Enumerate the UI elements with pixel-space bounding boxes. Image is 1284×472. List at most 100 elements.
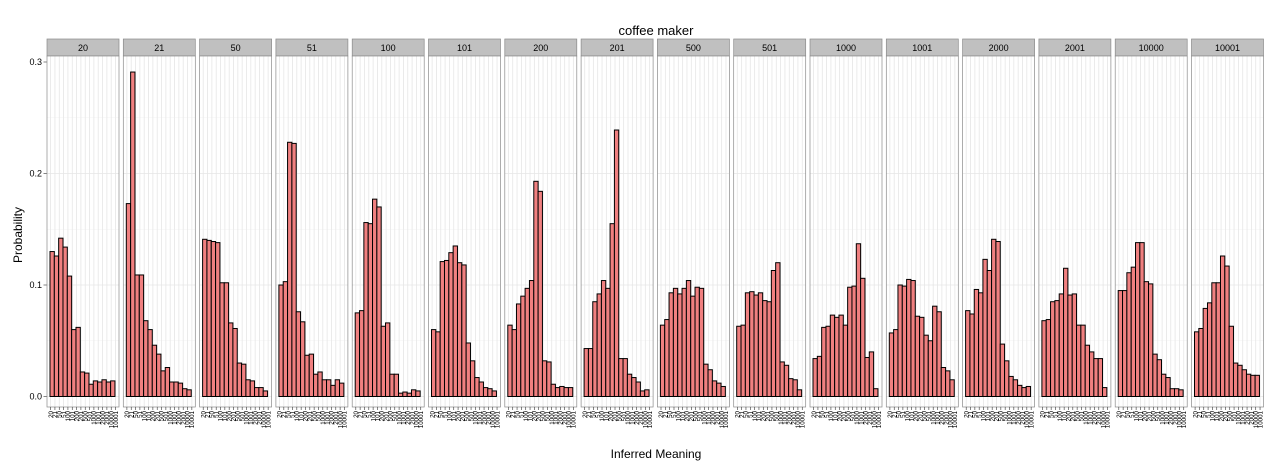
x-tick-label: 500 — [693, 410, 700, 421]
bar — [991, 238, 997, 397]
bar — [923, 334, 929, 397]
bar — [860, 277, 866, 397]
bar — [847, 286, 853, 398]
bar — [1232, 362, 1239, 397]
bar — [491, 390, 497, 397]
x-tick-label: 2001 — [333, 410, 340, 424]
x-tick-label: 100 — [828, 410, 835, 421]
bar — [53, 255, 60, 398]
x-tick-label: 101 — [146, 410, 153, 421]
x-tick-label: 101 — [375, 410, 382, 421]
bar — [644, 389, 650, 397]
x-tick-label: 2001 — [1172, 410, 1179, 424]
bar — [443, 259, 450, 397]
x-tick-label: 100 — [676, 410, 683, 421]
facet-panel-50: 5020215051100101200201500501100010012000… — [199, 38, 272, 428]
bar — [995, 241, 1001, 397]
x-tick-label: 50 — [209, 410, 216, 417]
x-tick-label: 501 — [163, 410, 170, 421]
bar — [910, 280, 916, 398]
bar — [1237, 364, 1243, 397]
x-tick-label: 1000 — [549, 410, 556, 424]
panel-border — [962, 55, 1035, 408]
panel-border — [1114, 55, 1188, 408]
facet-strip-label: 50 — [231, 43, 241, 53]
bar — [1012, 379, 1019, 397]
bar — [88, 383, 94, 397]
bar — [97, 381, 103, 398]
bar — [703, 363, 709, 398]
x-tick-label: 501 — [1231, 410, 1238, 421]
bar — [1143, 281, 1150, 397]
bar — [986, 270, 993, 398]
x-tick-label: 200 — [989, 410, 996, 421]
x-tick-label: 21 — [52, 410, 59, 417]
bar — [838, 314, 844, 398]
x-tick-label: 50 — [896, 410, 903, 417]
y-tick-label: 0.0 — [29, 392, 42, 402]
x-tick-label: 2000 — [558, 410, 565, 424]
x-tick-label: 1000 — [91, 410, 98, 424]
x-tick-label: 2000 — [1015, 410, 1022, 424]
x-tick-label: 21 — [434, 410, 441, 417]
panel-border — [1191, 55, 1264, 408]
x-tick-label: 500 — [769, 410, 776, 421]
bar — [1139, 242, 1145, 397]
bar — [1173, 388, 1180, 398]
panel-border — [1038, 55, 1112, 408]
bar — [482, 387, 489, 397]
bar — [631, 377, 637, 398]
bar — [1224, 265, 1230, 398]
x-tick-label: 1000 — [1007, 410, 1014, 424]
bar — [160, 370, 166, 398]
bar — [410, 389, 417, 397]
bar — [969, 313, 975, 397]
bar — [825, 325, 831, 398]
panel-border — [46, 55, 120, 408]
bar — [1041, 320, 1047, 397]
x-tick-label: 100 — [218, 410, 225, 421]
bar — [177, 382, 184, 397]
x-tick-label: 21 — [357, 410, 364, 417]
facet-panel-101: 1012021505110010120020150050110001001200… — [428, 38, 501, 428]
x-tick-label: 20 — [48, 410, 55, 417]
bar — [744, 292, 751, 397]
bar — [999, 343, 1006, 397]
bar — [749, 291, 755, 397]
facet-strip-label: 10001 — [1215, 43, 1240, 53]
x-tick-label: 201 — [307, 410, 314, 421]
bar — [474, 377, 480, 398]
bar — [282, 281, 289, 397]
x-tick-label: 10000 — [337, 410, 344, 428]
facet-panel-2000: 2000202150511001012002015005011000100120… — [962, 38, 1035, 428]
x-tick-label: 100 — [523, 410, 530, 421]
facet-strip-label: 501 — [762, 43, 777, 53]
x-tick-label: 50 — [362, 410, 369, 417]
panel-border — [504, 55, 578, 408]
facet-panel-1001: 1001202150511001012002015005011000100120… — [885, 38, 959, 428]
x-tick-label: 2001 — [1096, 410, 1103, 424]
bar — [897, 284, 903, 397]
x-tick-label: 201 — [994, 410, 1001, 421]
facet-panel-51: 5120215051100101200201500501100010012000… — [275, 38, 349, 428]
bar — [1156, 359, 1163, 397]
bar — [228, 322, 234, 397]
bar — [978, 292, 984, 397]
x-tick-label: 100 — [141, 410, 148, 421]
x-tick-label: 501 — [621, 410, 628, 421]
bar — [58, 237, 64, 397]
bar — [147, 329, 153, 398]
x-tick-label: 501 — [239, 410, 246, 421]
bar — [893, 329, 899, 398]
x-tick-label: 2001 — [1020, 410, 1027, 424]
x-tick-label: 10000 — [1024, 410, 1031, 428]
bar — [1021, 387, 1027, 397]
bar — [71, 329, 77, 398]
x-tick-label: 101 — [527, 410, 534, 421]
bar — [1117, 290, 1124, 398]
facet-panel-1000: 1000202150511001012002015005011000100120… — [809, 38, 883, 428]
bar — [622, 358, 628, 397]
bar — [186, 389, 192, 397]
x-tick-label: 20 — [1040, 410, 1047, 417]
bar — [249, 380, 256, 398]
